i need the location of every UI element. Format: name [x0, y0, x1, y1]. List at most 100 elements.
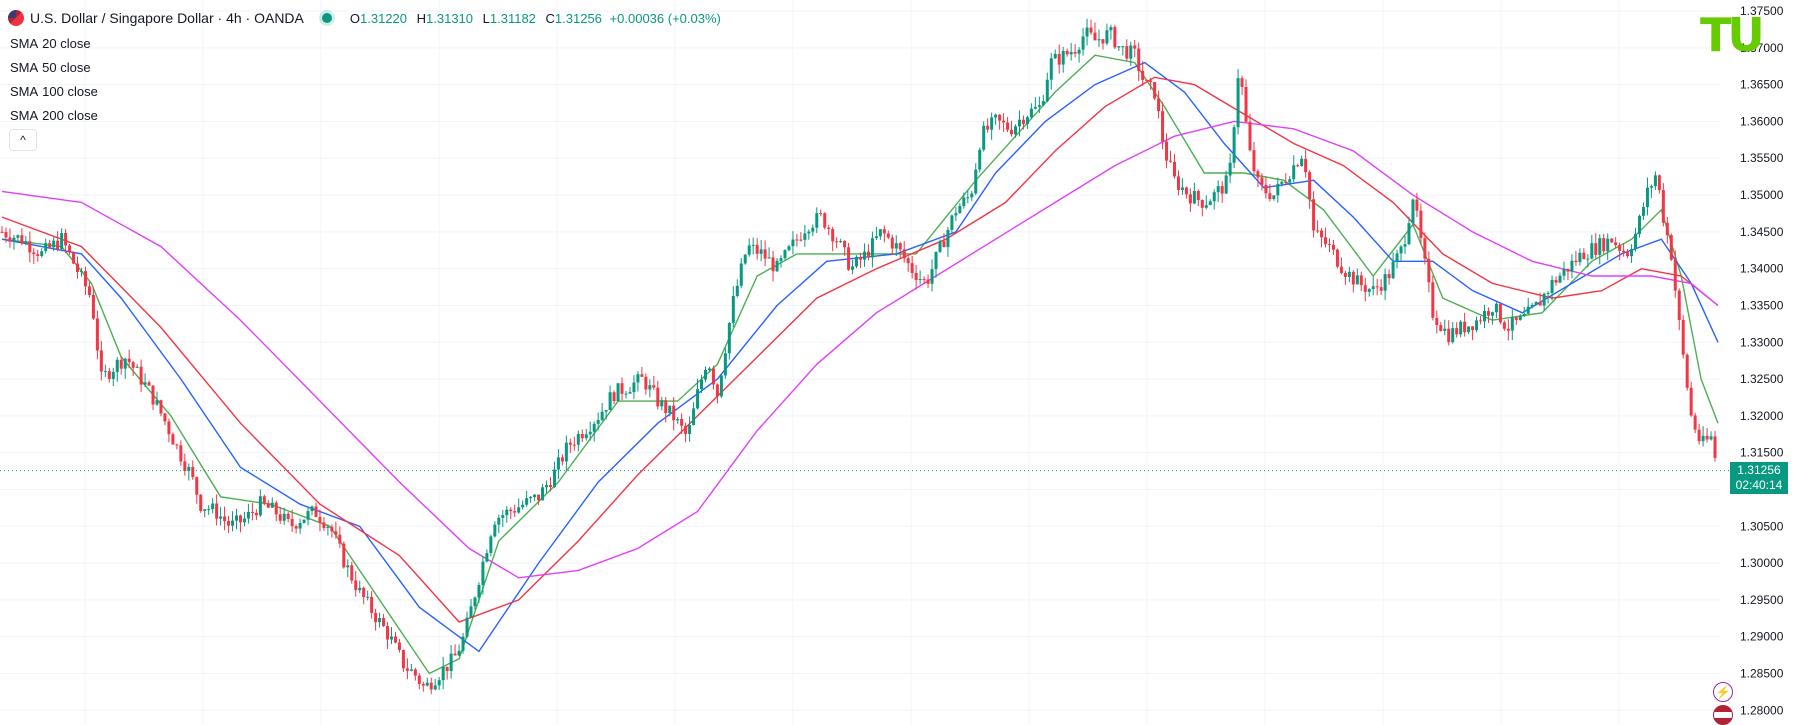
- candle-body: [1292, 165, 1296, 180]
- candle-body: [278, 514, 282, 521]
- candle-body: [660, 400, 664, 407]
- indicator-sma-20[interactable]: SMA 20 close: [10, 36, 91, 51]
- price-axis[interactable]: 1.28000 1.28500 1.29000 1.29500 1.30000 1.305…: [1740, 4, 1784, 717]
- candle-body: [1626, 252, 1630, 257]
- candle-body: [1407, 223, 1411, 245]
- bolt-icon[interactable]: ⚡: [1713, 682, 1733, 702]
- candle-body: [568, 442, 572, 445]
- candle-body: [103, 371, 107, 373]
- candle-body: [545, 485, 549, 488]
- candle-body: [1014, 126, 1018, 135]
- us-flag-icon[interactable]: [1713, 705, 1733, 725]
- candle-body: [851, 266, 855, 270]
- candle-body: [727, 322, 731, 354]
- candle-body: [1634, 234, 1638, 250]
- candle-body: [481, 561, 485, 585]
- candle-body: [791, 239, 795, 247]
- collapse-legend-button[interactable]: ^: [9, 129, 37, 151]
- candle-body: [409, 669, 413, 671]
- candle-body: [1610, 238, 1614, 243]
- candle-body: [449, 653, 453, 672]
- candle-body: [1645, 187, 1649, 208]
- candle-body: [346, 565, 350, 568]
- symbol-title[interactable]: U.S. Dollar / Singapore Dollar · 4h · OA…: [30, 10, 304, 26]
- candle-body: [79, 271, 83, 273]
- candle-body: [910, 263, 914, 273]
- candle-body: [751, 244, 755, 246]
- candle-body: [1423, 238, 1427, 259]
- candle-body: [1471, 326, 1475, 331]
- candle-body: [624, 393, 628, 395]
- candle-body: [584, 434, 588, 439]
- candle-body: [648, 385, 652, 390]
- candle-body: [918, 279, 922, 281]
- candle-body: [99, 350, 103, 372]
- candle-body: [1530, 304, 1534, 307]
- candle-body: [1657, 175, 1661, 191]
- candle-body: [139, 366, 143, 385]
- candle-body: [552, 469, 556, 487]
- candle-body: [1184, 187, 1188, 195]
- candle-body: [926, 279, 930, 284]
- candle-body: [1463, 321, 1467, 333]
- candle-body: [1383, 274, 1387, 291]
- candle-body: [179, 445, 183, 462]
- candle-body: [1546, 292, 1550, 294]
- candle-body: [115, 359, 119, 372]
- candle-body: [473, 597, 477, 607]
- candle-body: [87, 286, 91, 295]
- candle-body: [1455, 328, 1459, 335]
- market-status-icon[interactable]: [321, 13, 332, 23]
- candle-body: [322, 522, 326, 529]
- candle-body: [537, 494, 541, 501]
- candle-body: [171, 434, 175, 445]
- candle-body: [1606, 238, 1610, 252]
- indicator-sma-100[interactable]: SMA 100 close: [10, 84, 98, 99]
- candle-body: [556, 457, 560, 470]
- candle-body: [318, 517, 322, 523]
- indicator-sma-200[interactable]: SMA 200 close: [10, 108, 98, 123]
- candle-body: [1391, 261, 1395, 279]
- candle-body: [24, 241, 28, 244]
- candle-body: [1486, 311, 1490, 316]
- candle-body: [990, 117, 994, 130]
- candle-body: [783, 250, 787, 259]
- candle-body: [306, 511, 310, 520]
- candle-body: [1538, 301, 1542, 306]
- candle-body: [616, 383, 620, 402]
- candle-body: [811, 227, 815, 232]
- candle-body: [521, 504, 525, 508]
- candle-body: [684, 425, 688, 435]
- candle-body: [858, 256, 862, 260]
- price-tick-label: 1.36000: [1740, 114, 1784, 128]
- candle-body: [1113, 27, 1117, 48]
- candle-body: [1244, 86, 1248, 122]
- candle-body: [1260, 177, 1264, 185]
- candle-body: [612, 392, 616, 402]
- candle-body: [119, 359, 123, 369]
- candle-body: [1443, 328, 1447, 331]
- candle-body: [958, 206, 962, 214]
- sma-line: [1, 76, 1719, 623]
- candle-body: [254, 512, 258, 516]
- candle-body: [1133, 45, 1137, 49]
- candle-body: [1045, 79, 1049, 102]
- candle-body: [1212, 192, 1216, 202]
- candle-body: [477, 584, 481, 598]
- candle-body: [934, 251, 938, 270]
- candle-body: [211, 503, 215, 510]
- candle-body: [1510, 317, 1514, 331]
- candle-body: [378, 618, 382, 623]
- candle-body: [513, 511, 517, 513]
- candle-body: [1304, 158, 1308, 173]
- indicator-sma-50[interactable]: SMA 50 close: [10, 60, 91, 75]
- candle-body: [28, 241, 32, 253]
- candle-body: [330, 526, 334, 532]
- candle-body: [604, 410, 608, 412]
- candle-body: [1641, 207, 1645, 216]
- candle-body: [501, 515, 505, 518]
- candle-body: [874, 236, 878, 239]
- candle-body: [1638, 215, 1642, 235]
- candle-body: [469, 606, 473, 618]
